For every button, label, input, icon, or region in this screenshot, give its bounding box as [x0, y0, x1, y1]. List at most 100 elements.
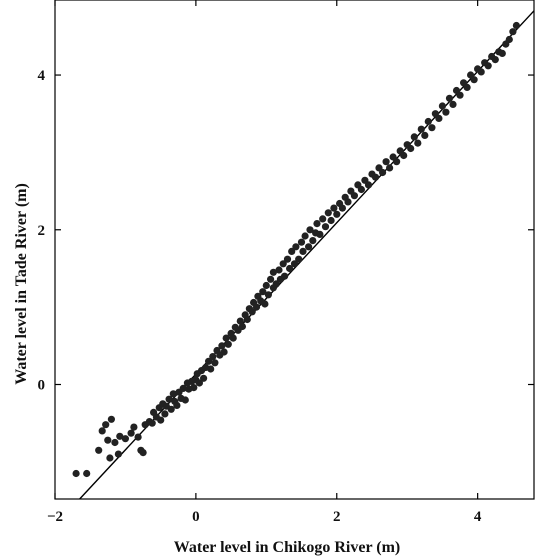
- data-point: [509, 28, 517, 36]
- data-point: [130, 423, 138, 431]
- data-point: [301, 232, 309, 240]
- data-point: [484, 62, 492, 70]
- data-point: [72, 469, 80, 478]
- data-point: [505, 35, 513, 44]
- data-point: [205, 357, 213, 365]
- data-point: [190, 384, 198, 392]
- data-point: [83, 469, 91, 478]
- data-point: [121, 435, 129, 443]
- data-point: [139, 449, 147, 457]
- data-point: [400, 151, 408, 160]
- data-point: [181, 396, 189, 404]
- data-point: [350, 192, 358, 200]
- data-point: [438, 102, 446, 110]
- data-point: [442, 108, 450, 116]
- data-point: [281, 272, 289, 280]
- data-point: [283, 255, 292, 263]
- data-point: [321, 223, 330, 231]
- data-point: [477, 68, 485, 76]
- y-tick-label: 2: [38, 223, 46, 239]
- data-point: [424, 117, 432, 126]
- data-point: [371, 173, 380, 181]
- data-point: [179, 384, 187, 392]
- data-point: [386, 164, 394, 172]
- plot-frame: [54, 0, 535, 500]
- data-point: [102, 421, 110, 429]
- data-point: [229, 334, 237, 342]
- data-point: [279, 260, 287, 268]
- data-point: [299, 247, 307, 255]
- data-point: [382, 158, 390, 166]
- data-point: [407, 144, 415, 153]
- data-point: [330, 204, 338, 212]
- x-tick-label: 0: [192, 509, 200, 525]
- data-point: [470, 76, 478, 84]
- data-point: [111, 438, 119, 447]
- data-point: [379, 168, 387, 177]
- data-point: [306, 226, 314, 234]
- data-point: [209, 353, 217, 361]
- data-point: [414, 139, 422, 147]
- data-point: [364, 181, 373, 189]
- data-point: [95, 446, 103, 454]
- data-point: [456, 91, 464, 99]
- data-point: [106, 454, 114, 462]
- data-point: [98, 427, 106, 435]
- data-point: [428, 124, 436, 132]
- y-tick-label: 4: [38, 68, 46, 84]
- data-point: [417, 125, 425, 133]
- data-point: [290, 260, 299, 268]
- data-point: [357, 185, 365, 194]
- data-point: [393, 158, 401, 166]
- data-point: [305, 243, 313, 251]
- axis-ticks-layer: −2 0 2 4 0 2 4: [38, 0, 534, 525]
- data-point: [262, 281, 270, 290]
- x-tick-label: 2: [333, 509, 341, 525]
- data-point: [200, 374, 208, 382]
- data-point: [218, 342, 226, 350]
- data-point: [344, 198, 352, 206]
- data-point: [313, 220, 321, 228]
- data-point: [292, 243, 300, 251]
- data-point: [286, 264, 294, 273]
- data-point: [288, 247, 296, 255]
- x-tick-label: 4: [474, 509, 482, 525]
- data-point: [319, 215, 327, 223]
- y-axis-label: Water level in Tade River (m): [13, 183, 30, 385]
- data-point: [167, 405, 175, 413]
- data-point: [238, 322, 246, 331]
- data-point: [243, 315, 251, 324]
- data-point: [261, 300, 269, 308]
- data-point: [512, 21, 521, 30]
- data-point: [445, 94, 454, 102]
- data-points-layer: [72, 21, 521, 478]
- data-point: [116, 432, 124, 440]
- data-point: [327, 216, 335, 225]
- data-point: [236, 317, 244, 325]
- data-point: [127, 429, 135, 437]
- data-point: [165, 395, 173, 403]
- data-point: [491, 56, 499, 64]
- data-point: [272, 280, 280, 288]
- data-point: [264, 291, 272, 299]
- data-point: [222, 334, 230, 342]
- data-point: [134, 433, 142, 441]
- data-point: [259, 288, 267, 296]
- data-point: [435, 114, 443, 122]
- data-point: [338, 204, 346, 212]
- data-point: [157, 416, 165, 424]
- data-point: [449, 100, 457, 108]
- data-point: [463, 83, 471, 91]
- data-point: [297, 238, 306, 246]
- data-point: [267, 275, 275, 283]
- data-point: [410, 133, 418, 141]
- data-point: [224, 340, 232, 348]
- data-point: [421, 131, 429, 139]
- data-point: [498, 49, 506, 58]
- data-point: [248, 308, 256, 316]
- data-point: [148, 419, 156, 427]
- x-axis-label: Water level in Chikogo River (m): [174, 539, 401, 556]
- data-point: [252, 303, 261, 311]
- data-point: [104, 436, 112, 444]
- data-point: [161, 410, 169, 418]
